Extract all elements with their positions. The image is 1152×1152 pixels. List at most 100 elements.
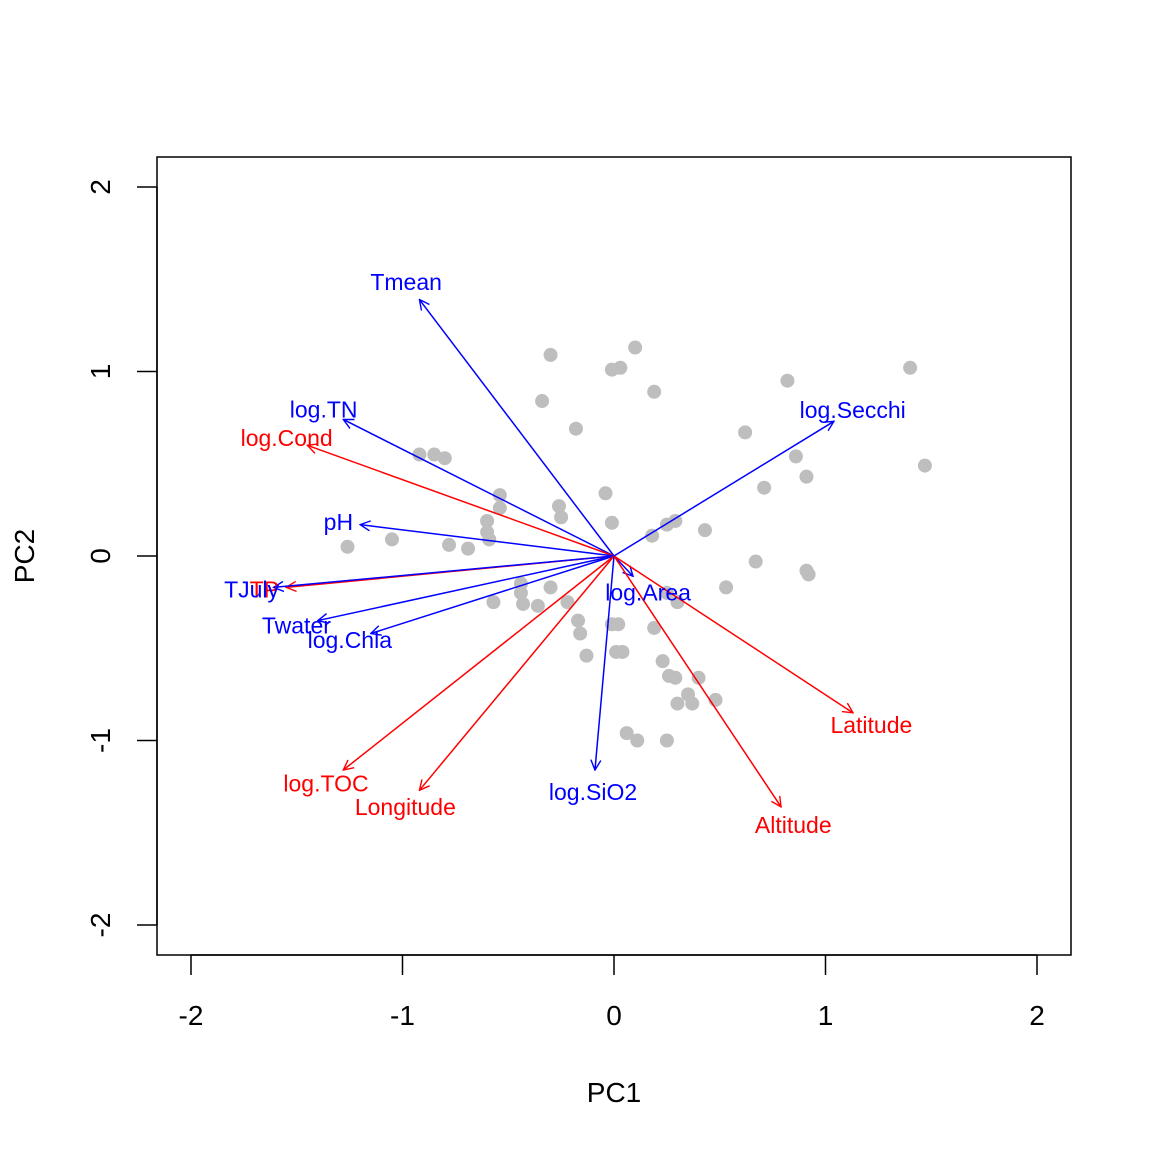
- data-point: [691, 670, 706, 685]
- loading-arrow: [595, 555, 615, 770]
- arrow-label: Twater: [262, 612, 331, 638]
- data-point: [647, 620, 662, 635]
- loading-arrow: [613, 421, 834, 557]
- data-point: [480, 513, 495, 528]
- x-axis-label: PC1: [587, 1077, 641, 1108]
- scatter-points: [340, 340, 932, 748]
- x-tick-label: -2: [179, 1000, 204, 1031]
- data-point: [427, 447, 442, 462]
- data-point: [486, 595, 501, 610]
- arrow-label: Latitude: [830, 712, 912, 738]
- loading-arrow: [613, 555, 781, 807]
- data-point: [668, 513, 683, 528]
- x-tick-label: 1: [818, 1000, 834, 1031]
- data-point: [780, 373, 795, 388]
- data-point: [647, 384, 662, 399]
- arrow-label: log.Chla: [308, 627, 393, 653]
- data-point: [604, 515, 619, 530]
- data-point: [757, 480, 772, 495]
- data-point: [668, 670, 683, 685]
- data-point: [516, 596, 531, 611]
- data-point: [645, 528, 660, 543]
- data-point: [482, 532, 497, 547]
- data-point: [719, 580, 734, 595]
- loading-arrow: [318, 555, 615, 621]
- data-point: [543, 580, 558, 595]
- data-point: [442, 537, 457, 552]
- data-point: [748, 554, 763, 569]
- data-point: [554, 510, 569, 525]
- arrow-label: Longitude: [355, 794, 456, 820]
- arrow-label: log.SiO2: [549, 779, 637, 805]
- loading-arrow: [360, 525, 615, 557]
- data-point: [530, 598, 545, 613]
- arrow-label: TP: [250, 576, 279, 602]
- data-point: [461, 541, 476, 556]
- loading-arrow: [273, 555, 615, 587]
- data-point: [543, 347, 558, 362]
- loading-arrow: [613, 555, 853, 713]
- data-point: [535, 394, 550, 409]
- data-point: [903, 360, 918, 375]
- data-point: [917, 458, 932, 473]
- loading-arrow: [419, 300, 615, 557]
- data-point: [659, 733, 674, 748]
- x-tick-label: 2: [1029, 1000, 1045, 1031]
- data-point: [697, 523, 712, 538]
- loading-arrow: [419, 555, 615, 790]
- arrow-label: log.TN: [290, 397, 358, 423]
- data-point: [412, 447, 427, 462]
- loading-arrow: [307, 445, 615, 557]
- data-point: [552, 499, 567, 514]
- data-point: [513, 585, 528, 600]
- data-point: [437, 451, 452, 466]
- data-point: [655, 654, 670, 669]
- arrow-label: log.Secchi: [800, 397, 906, 423]
- data-point: [604, 362, 619, 377]
- loading-arrow: [343, 419, 615, 557]
- data-point: [615, 644, 630, 659]
- arrow-label: log.Area: [605, 579, 691, 605]
- data-point: [340, 539, 355, 554]
- arrow-label: pH: [324, 509, 353, 535]
- data-point: [670, 696, 685, 711]
- data-point: [611, 617, 626, 632]
- data-point: [492, 501, 507, 516]
- y-tick-label: -2: [85, 913, 116, 938]
- data-point: [630, 733, 645, 748]
- arrow-label: log.TOC: [283, 771, 368, 797]
- loading-arrow: [343, 555, 615, 770]
- y-tick-label: 0: [85, 548, 116, 564]
- data-point: [685, 696, 700, 711]
- data-point: [492, 488, 507, 503]
- data-point: [384, 532, 399, 547]
- y-axis-label: PC2: [9, 529, 40, 583]
- arrow-label: Tmean: [370, 269, 442, 295]
- data-point: [801, 567, 816, 582]
- data-point: [598, 486, 613, 501]
- data-point: [568, 421, 583, 436]
- data-point: [659, 585, 674, 600]
- x-tick-label: 0: [606, 1000, 622, 1031]
- data-point: [788, 449, 803, 464]
- data-point: [670, 595, 685, 610]
- data-point: [571, 613, 586, 628]
- data-point: [573, 626, 588, 641]
- y-tick-label: -1: [85, 728, 116, 753]
- y-tick-label: 1: [85, 364, 116, 380]
- loading-arrow: [613, 555, 633, 576]
- data-point: [619, 726, 634, 741]
- y-tick-label: 2: [85, 179, 116, 195]
- x-axis: -2 -1 0 1 2: [179, 954, 1045, 1031]
- arrow-label: Altitude: [755, 812, 832, 838]
- data-point: [628, 340, 643, 355]
- y-axis: -2 -1 0 1 2: [85, 179, 158, 938]
- data-point: [799, 469, 814, 484]
- arrow-label: TJuly: [224, 576, 279, 602]
- data-point: [579, 648, 594, 663]
- arrow-label: log.Cond: [241, 425, 333, 451]
- loading-arrow: [371, 555, 615, 633]
- data-point: [560, 595, 575, 610]
